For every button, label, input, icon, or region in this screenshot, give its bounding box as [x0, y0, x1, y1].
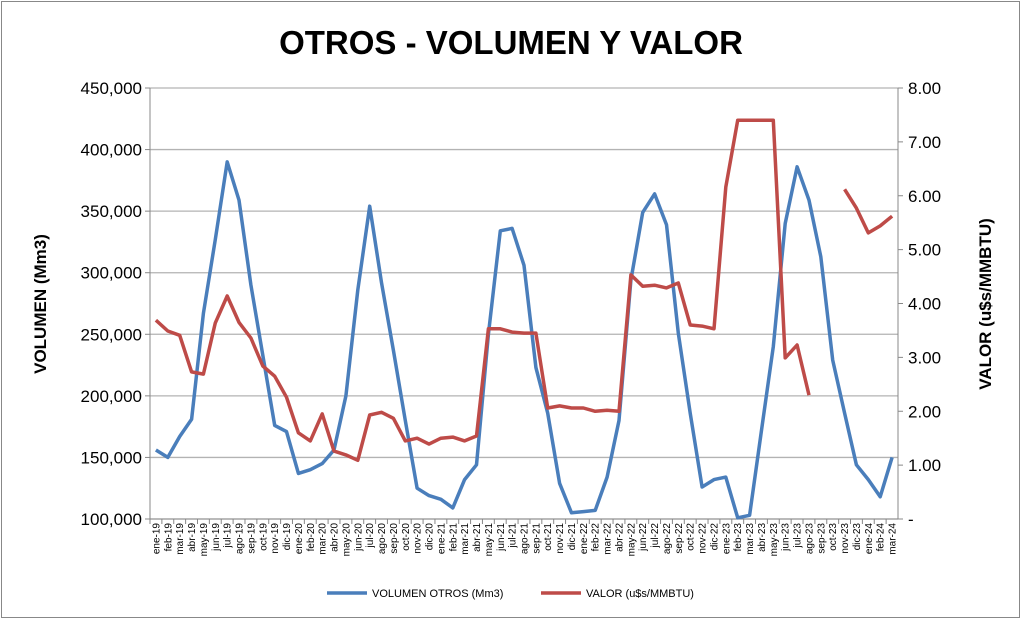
x-tick-label: may-20: [341, 523, 352, 557]
x-tick-label: sep-21: [531, 523, 542, 554]
x-tick-label: ago-22: [662, 523, 673, 555]
x-tick-label: dic-19: [282, 523, 293, 551]
x-tick-label: may-22: [626, 523, 637, 557]
x-tick-label: ene-19: [151, 523, 162, 555]
y2-tick-label: 5.00: [908, 241, 941, 260]
y2-tick-label: 6.00: [908, 187, 941, 206]
x-tick-label: mar-24: [888, 523, 899, 555]
x-tick-label: abr-20: [330, 523, 341, 552]
series-line-valor: [154, 118, 894, 463]
y2-tick-label: 3.00: [908, 348, 941, 367]
x-tick-label: nov-20: [413, 523, 424, 554]
x-tick-label: jul-22: [650, 523, 661, 549]
x-tick-label: ene-22: [579, 523, 590, 555]
x-tick-label: sep-22: [674, 523, 685, 554]
y-tick-label: 450,000: [81, 79, 142, 98]
x-tick-label: oct-21: [543, 523, 554, 551]
x-tick-label: feb-19: [163, 523, 174, 552]
x-tick-label: oct-22: [686, 523, 697, 551]
x-tick-label: mar-21: [460, 523, 471, 555]
x-tick-label: feb-23: [733, 523, 744, 552]
y-tick-label: 200,000: [81, 387, 142, 406]
y2-tick-label: 4.00: [908, 295, 941, 314]
legend: VOLUMEN OTROS (Mm3) VALOR (u$s/MMBTU): [327, 588, 694, 600]
x-tick-label: jun-22: [638, 523, 649, 552]
x-tick-label: oct-23: [828, 523, 839, 551]
x-tick-label: may-21: [484, 523, 495, 557]
series-line-volumen: [154, 160, 894, 520]
x-tick-label: abr-22: [614, 523, 625, 552]
x-tick-label: jul-19: [223, 523, 234, 549]
y-tick-label: 400,000: [81, 141, 142, 160]
x-tick-label: feb-20: [306, 523, 317, 552]
y2-tick-label: 1.00: [908, 456, 941, 475]
x-tick-label: jun-20: [353, 523, 364, 552]
x-tick-label: oct-19: [258, 523, 269, 551]
x-tick-label: ago-20: [377, 523, 388, 555]
x-tick-label: dic-23: [852, 523, 863, 551]
x-tick-label: sep-20: [389, 523, 400, 554]
x-tick-label: ene-20: [294, 523, 305, 555]
x-tick-label: jul-21: [508, 523, 519, 549]
x-tick-label: jul-20: [365, 523, 376, 549]
x-tick-label: feb-24: [876, 523, 887, 552]
y-axis-label: VOLUMEN (Mm3): [31, 234, 50, 374]
x-tick-label: ene-23: [721, 523, 732, 555]
x-tick-label: feb-22: [591, 523, 602, 552]
x-tick-label: may-19: [199, 523, 210, 557]
y-tick-label: 350,000: [81, 202, 142, 221]
y-tick-label: 150,000: [81, 448, 142, 467]
x-tick-label: jul-23: [793, 523, 804, 549]
x-tick-label: abr-19: [187, 523, 198, 552]
x-tick-label: ago-19: [235, 523, 246, 555]
x-tick-label: nov-19: [270, 523, 281, 554]
x-tick-label: jun-23: [781, 523, 792, 552]
x-tick-label: dic-21: [567, 523, 578, 551]
x-tick-label: ago-23: [804, 523, 815, 555]
y-tick-label: 100,000: [81, 510, 142, 529]
x-tick-label: mar-23: [745, 523, 756, 555]
x-tick-label: ene-21: [436, 523, 447, 555]
x-tick-label: sep-19: [246, 523, 257, 554]
y2-axis-label: VALOR (u$s/MMBTU): [976, 218, 995, 390]
y2-tick-label: 2.00: [908, 402, 941, 421]
x-tick-label: may-23: [769, 523, 780, 557]
y-tick-label: 250,000: [81, 325, 142, 344]
x-tick-label: nov-22: [698, 523, 709, 554]
x-tick-label: mar-20: [318, 523, 329, 555]
x-tick-label: mar-22: [603, 523, 614, 555]
x-tick-label: feb-21: [448, 523, 459, 552]
x-tick-label: oct-20: [401, 523, 412, 551]
x-tick-label: sep-23: [816, 523, 827, 554]
x-tick-label: jun-19: [211, 523, 222, 552]
y-tick-label: 300,000: [81, 264, 142, 283]
x-tick-label: ene-24: [864, 523, 875, 555]
y2-tick-label: -: [908, 510, 914, 529]
y2-tick-label: 8.00: [908, 79, 941, 98]
x-tick-label: nov-23: [840, 523, 851, 554]
x-tick-label: jun-21: [496, 523, 507, 552]
legend-label-volumen: VOLUMEN OTROS (Mm3): [372, 588, 503, 600]
x-tick-label: abr-23: [757, 523, 768, 552]
x-tick-label: dic-20: [425, 523, 436, 551]
x-tick-label: mar-19: [175, 523, 186, 555]
legend-label-valor: VALOR (u$s/MMBTU): [586, 588, 694, 600]
y2-tick-label: 7.00: [908, 133, 941, 152]
x-tick-label: abr-21: [472, 523, 483, 552]
x-tick-label: ago-21: [520, 523, 531, 555]
chart-title: OTROS - VOLUMEN Y VALOR: [279, 24, 743, 61]
x-tick-label: dic-22: [709, 523, 720, 551]
x-tick-label: nov-21: [555, 523, 566, 554]
